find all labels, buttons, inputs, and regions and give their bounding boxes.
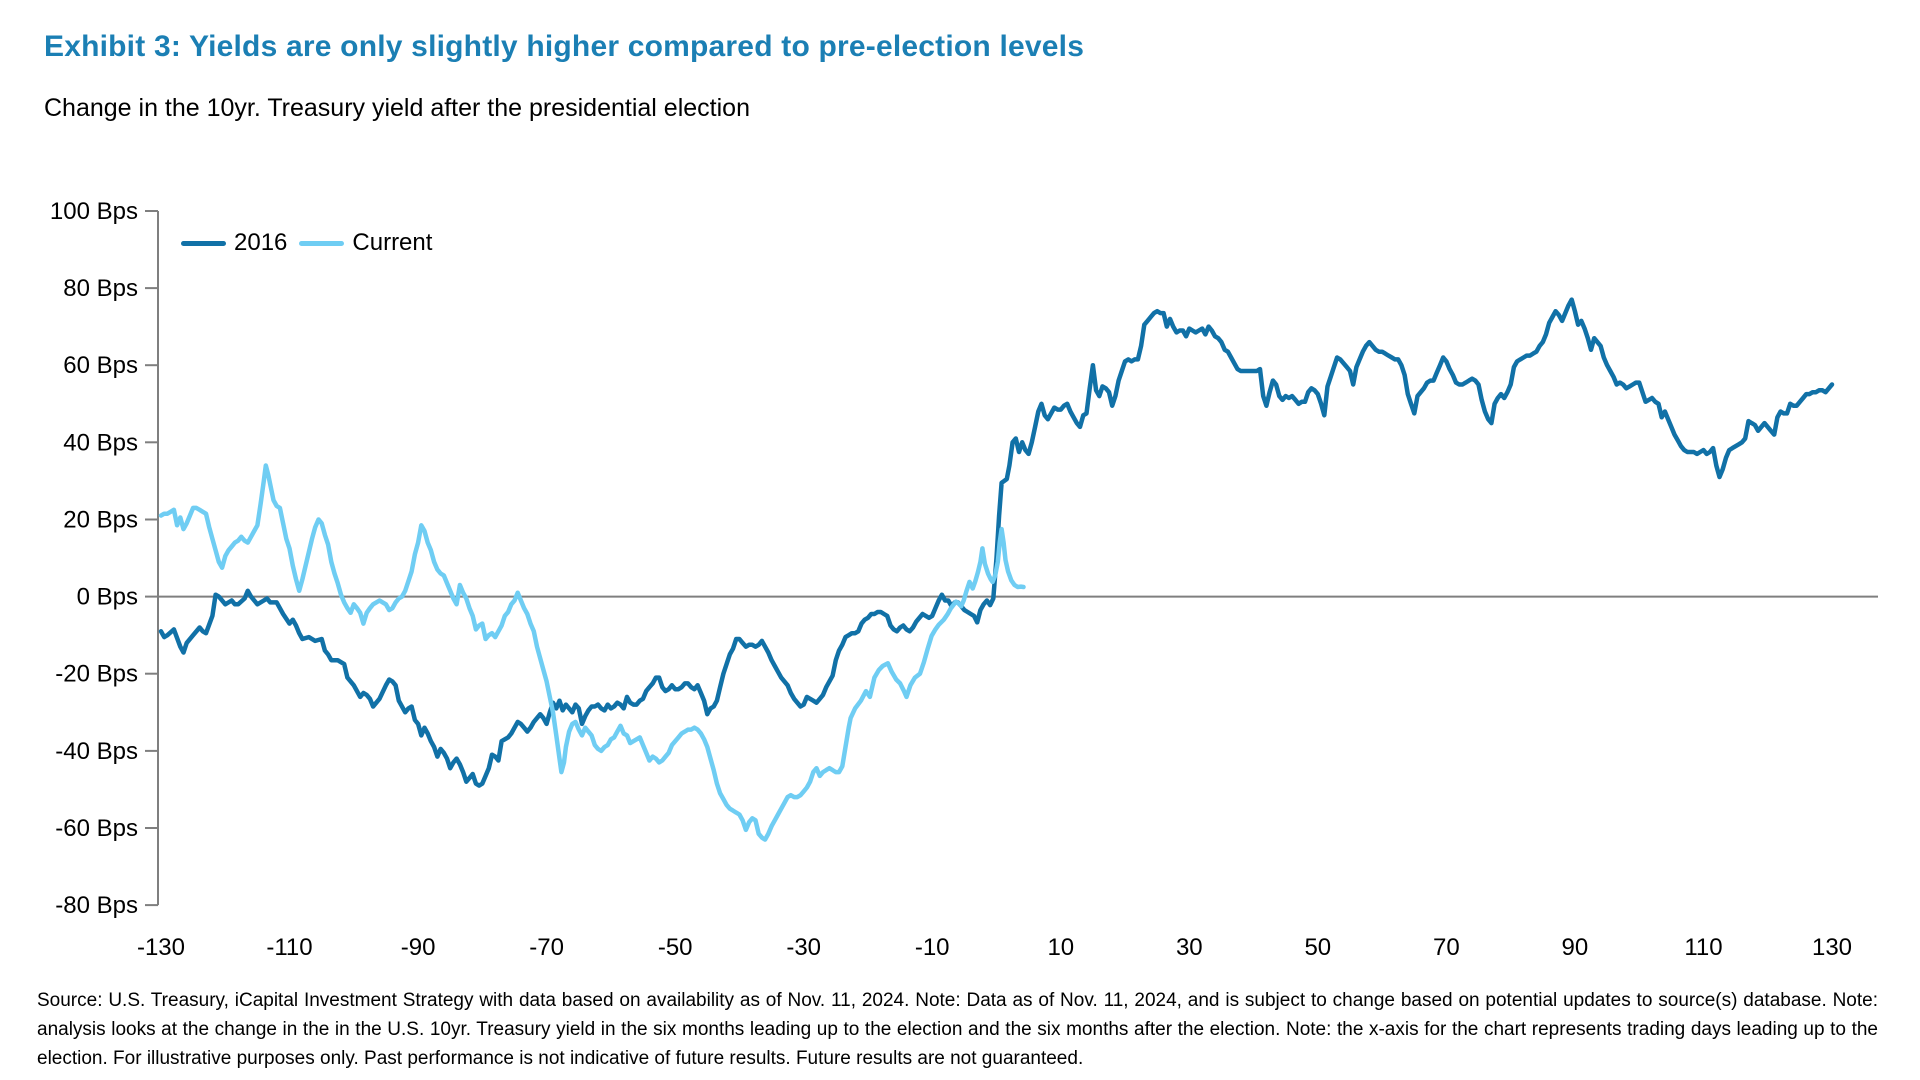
x-tick-label: -50	[658, 934, 693, 961]
x-tick-label: -90	[401, 934, 436, 961]
y-tick-label: -20 Bps	[55, 661, 138, 688]
x-tick-label: 50	[1304, 934, 1331, 961]
y-tick-label: -60 Bps	[55, 815, 138, 842]
x-axis-labels: -130 -110 -90 -70 -50 -30 -10 10 30 50 70 90 110 130	[137, 934, 1852, 961]
x-tick-label: 70	[1433, 934, 1460, 961]
legend-swatch-current	[299, 240, 345, 246]
y-tick-label: 80 Bps	[63, 275, 138, 302]
axes	[145, 210, 1878, 907]
y-tick-label: 0 Bps	[77, 584, 138, 611]
y-tick-label: -40 Bps	[55, 738, 138, 765]
chart-subtitle: Change in the 10yr. Treasury yield after…	[44, 94, 750, 122]
y-axis-labels: 100 Bps 80 Bps 60 Bps 40 Bps 20 Bps 0 Bps -20 …	[50, 198, 138, 919]
y-tick-label: -80 Bps	[55, 892, 138, 919]
y-tick-label: 20 Bps	[63, 507, 138, 534]
page-title: Exhibit 3: Yields are only slightly high…	[44, 30, 1085, 63]
x-tick-label: -10	[915, 934, 950, 961]
legend-label-2016: 2016	[234, 229, 288, 256]
x-tick-label: -70	[529, 934, 564, 961]
source-note: Source: U.S. Treasury, iCapital Investme…	[37, 990, 1878, 1069]
x-tick-label: -110	[266, 934, 312, 961]
x-tick-label: 10	[1047, 934, 1074, 961]
x-tick-label: 90	[1562, 934, 1589, 961]
legend-item-current: Current	[299, 229, 432, 257]
x-tick-label: -130	[137, 934, 185, 961]
x-tick-label: 110	[1684, 934, 1722, 961]
series-2016-line	[158, 297, 1835, 788]
series-current-line	[158, 463, 1026, 842]
legend-label-current: Current	[352, 229, 433, 256]
y-tick-label: 60 Bps	[63, 352, 138, 379]
x-tick-label: -30	[786, 934, 821, 961]
chart-legend: 2016 Current	[181, 229, 444, 257]
legend-swatch-2016	[181, 240, 226, 246]
y-tick-label: 100 Bps	[50, 198, 138, 225]
y-tick-label: 40 Bps	[63, 429, 138, 456]
x-tick-label: 30	[1176, 934, 1203, 961]
legend-item-2016: 2016	[181, 229, 287, 257]
x-tick-label: 130	[1812, 934, 1852, 961]
